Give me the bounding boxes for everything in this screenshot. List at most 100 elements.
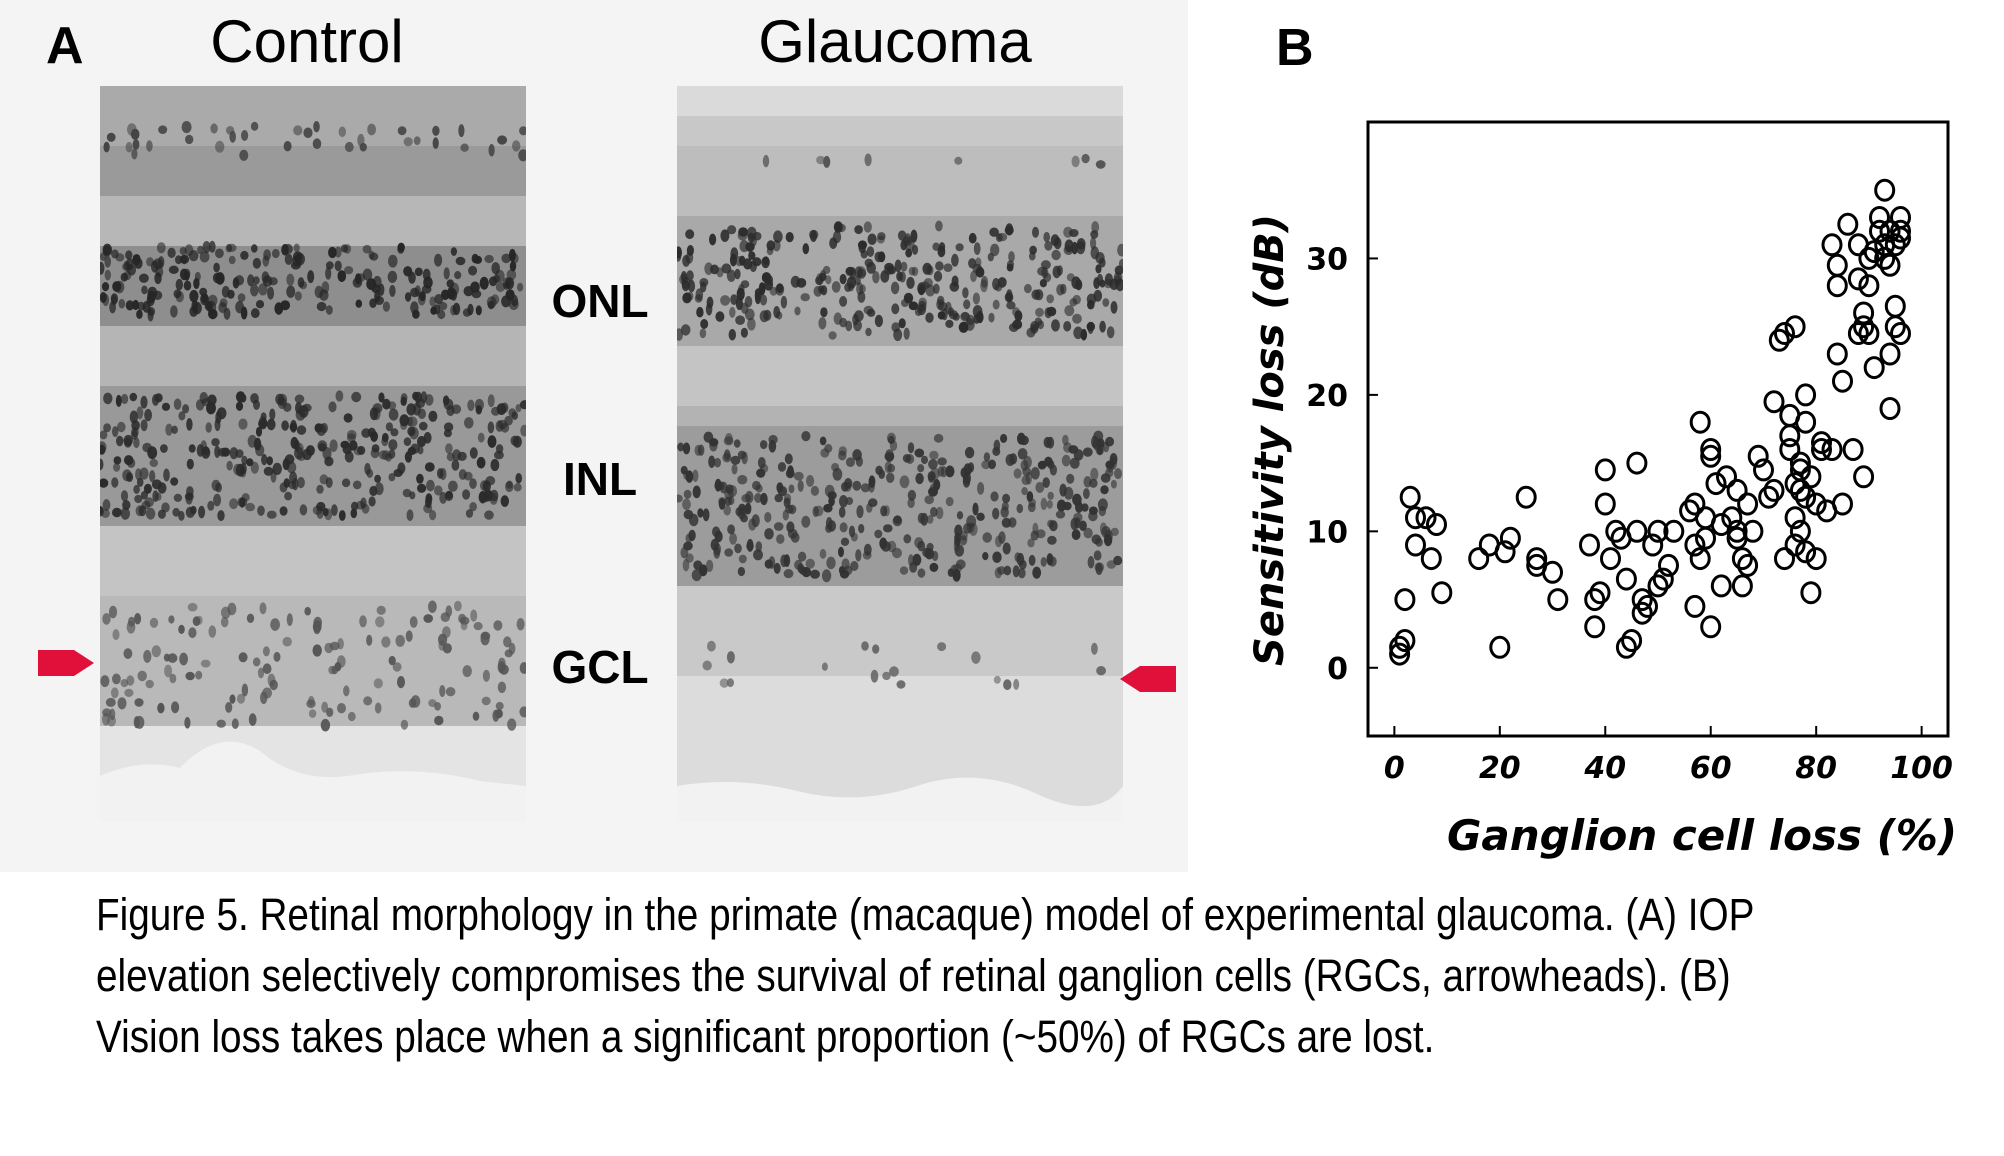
scatter-point [1821, 438, 1843, 461]
glaucoma-gcl-arrowhead-icon [1120, 666, 1176, 692]
scatter-point [1726, 478, 1748, 502]
scatter-point [1795, 383, 1817, 407]
scatter-point [1890, 219, 1911, 243]
scatter-point [1826, 342, 1848, 366]
scatter-point [1826, 274, 1848, 298]
scatter-point [1884, 315, 1906, 339]
control-retina-micrograph [100, 86, 526, 822]
scatter-point [1863, 240, 1885, 264]
scatter-point [1821, 233, 1843, 257]
scatter-point [1879, 397, 1901, 420]
scatter-point [1716, 465, 1737, 489]
x-tick-label: 20 [1479, 751, 1521, 786]
scatter-point [1768, 328, 1790, 352]
scatter-point [1874, 178, 1896, 202]
scatter-point [1742, 519, 1764, 543]
scatter-point [1542, 560, 1563, 584]
scatter-point [1389, 642, 1411, 666]
scatter-point [1731, 547, 1753, 571]
scatter-point [1847, 267, 1869, 291]
scatter-point [1826, 253, 1848, 277]
scatter-point [1526, 547, 1548, 571]
scatter-point [1399, 485, 1421, 509]
scatter-point [1700, 438, 1722, 461]
scatter-point [1805, 547, 1827, 571]
scatter-point [1853, 465, 1875, 489]
scatter-point [1763, 478, 1785, 502]
y-tick-label: 20 [1306, 379, 1348, 414]
scatter-point [1811, 438, 1832, 461]
scatter-point [1468, 547, 1490, 571]
scatter-point [1705, 472, 1727, 496]
scatter-point [1594, 492, 1616, 516]
scatter-point [1684, 492, 1706, 516]
scatter-point [1774, 547, 1795, 571]
scatter-point [1758, 485, 1780, 509]
y-axis-label: Sensitivity loss (dB) [1247, 214, 1293, 666]
scatter-point [1784, 506, 1806, 530]
scatter-point [1863, 356, 1885, 380]
scatter-point [1832, 492, 1853, 516]
retina-section-texture [677, 86, 1123, 822]
onl-layer-label: ONL [551, 275, 649, 327]
x-tick-label: 60 [1690, 751, 1732, 786]
scatter-point [1689, 410, 1711, 434]
scatter-point [1726, 519, 1748, 543]
scatter-point [1779, 438, 1801, 461]
scatter-point [1879, 253, 1901, 277]
scatter-point [1884, 233, 1906, 257]
y-tick-label: 0 [1327, 652, 1348, 687]
scatter-point [1784, 315, 1806, 339]
scatter-point [1547, 588, 1569, 612]
scatter-point [1858, 246, 1880, 270]
scatter-point [1626, 451, 1648, 475]
scatter-point [1737, 492, 1759, 516]
scatter-point [1805, 492, 1827, 516]
scatter-point [1763, 390, 1785, 414]
scatter-point [1853, 315, 1875, 339]
scatter-point [1853, 301, 1875, 325]
scatter-point [1684, 533, 1706, 557]
scatter-point [1394, 629, 1416, 652]
scatter-point [1637, 594, 1658, 618]
control-title: Control [210, 8, 404, 75]
x-tick-label: 0 [1384, 751, 1405, 786]
scatter-point [1615, 567, 1637, 591]
scatter-point [1663, 519, 1685, 543]
scatter-point [1689, 547, 1711, 571]
scatter-point [1710, 574, 1732, 598]
scatter-point [1874, 246, 1896, 270]
glaucoma-retina-micrograph [677, 86, 1123, 822]
y-tick-label: 10 [1306, 515, 1348, 550]
scatter-point [1800, 581, 1822, 605]
scatter-point [1842, 438, 1864, 461]
scatter-point [1494, 540, 1516, 564]
gcl-layer-label: GCL [551, 641, 649, 693]
scatter-point [1890, 322, 1911, 345]
scatter-point [1695, 526, 1716, 550]
scatter-point [1405, 533, 1426, 557]
scatter-point [1589, 581, 1611, 605]
scatter-point [1431, 581, 1453, 605]
scatter-point [1795, 485, 1817, 509]
scatter-point [1753, 458, 1774, 482]
scatter-point [1832, 369, 1853, 393]
scatter-point [1700, 615, 1722, 639]
scatter-point [1652, 567, 1674, 591]
scatter-point [1426, 513, 1447, 536]
scatter-point [1594, 458, 1616, 482]
scatter-point [1684, 594, 1706, 618]
scatter-point [1631, 601, 1653, 625]
scatter-point [1700, 444, 1722, 468]
scatter-point [1869, 206, 1890, 229]
scatter-point [1795, 410, 1817, 434]
x-axis-label: Ganglion cell loss (%) [1447, 811, 1957, 860]
scatter-point [1584, 615, 1606, 639]
scatter-point [1789, 451, 1811, 475]
scatter-point [1774, 322, 1795, 345]
retina-section-texture [100, 86, 526, 822]
scatter-point [1795, 540, 1817, 564]
scatter-point [1642, 533, 1664, 557]
scatter-point [1584, 588, 1606, 612]
scatter-point [1721, 506, 1743, 530]
